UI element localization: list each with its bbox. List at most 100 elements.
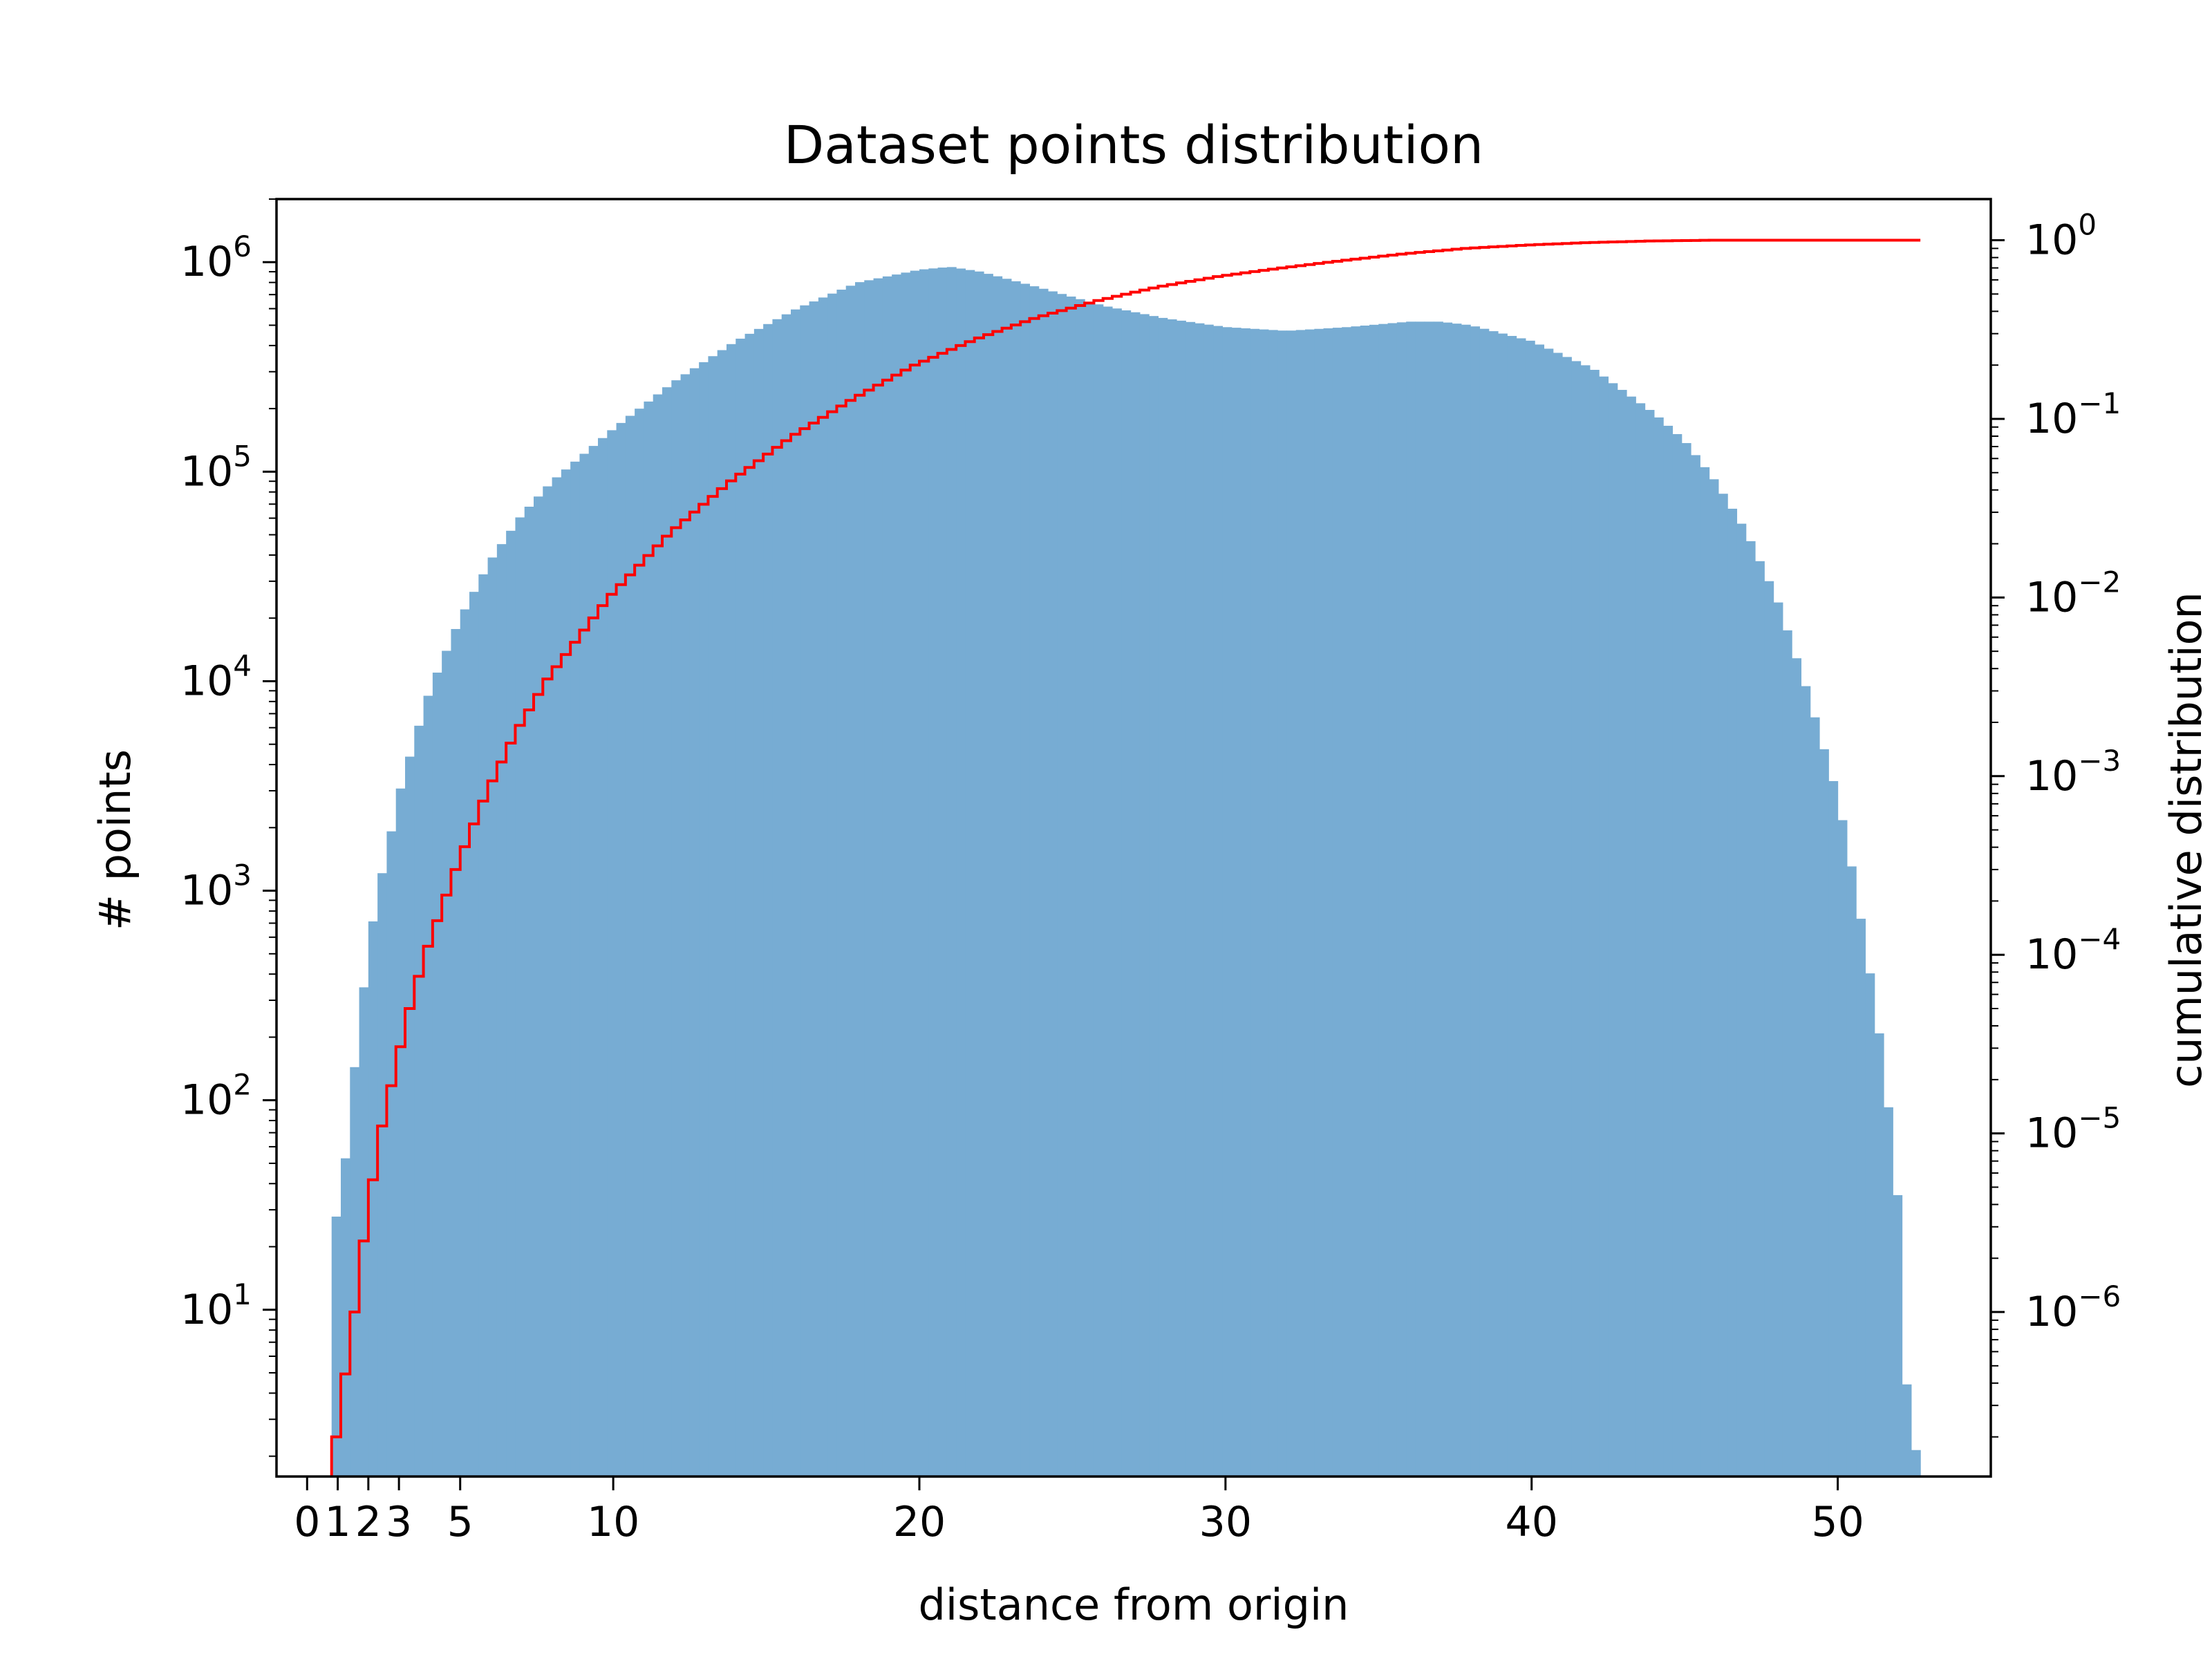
chart-title: Dataset points distribution bbox=[784, 114, 1483, 176]
histogram-bar bbox=[1011, 281, 1021, 1477]
histogram-bar bbox=[1305, 329, 1315, 1477]
histogram-bar bbox=[1268, 330, 1278, 1477]
histogram-bar bbox=[1627, 396, 1636, 1477]
histogram-bars bbox=[331, 267, 1921, 1477]
histogram-bar bbox=[635, 409, 645, 1477]
y-tick-label: 101 bbox=[180, 1277, 252, 1334]
cumulative-distribution-line bbox=[330, 238, 1921, 1477]
y2-tick-label: 10−1 bbox=[2025, 386, 2121, 443]
histogram-bar bbox=[1617, 390, 1627, 1477]
y-axis-label: # points bbox=[90, 749, 140, 930]
histogram-bar bbox=[1525, 340, 1535, 1477]
histogram-bar bbox=[350, 1067, 360, 1477]
x-axis-label: distance from origin bbox=[919, 1580, 1349, 1630]
histogram-bar bbox=[1782, 630, 1792, 1477]
histogram-bar bbox=[1222, 327, 1232, 1477]
y2-tick-label: 100 bbox=[2025, 208, 2097, 265]
histogram-bar bbox=[1213, 326, 1224, 1477]
histogram-bar bbox=[1130, 312, 1141, 1477]
histogram-bar bbox=[809, 301, 819, 1477]
histogram-bar bbox=[791, 309, 800, 1477]
histogram-bar bbox=[1846, 866, 1857, 1477]
histogram-bar bbox=[1801, 686, 1811, 1477]
histogram-bar bbox=[1378, 324, 1389, 1477]
histogram-bar bbox=[818, 297, 828, 1477]
histogram-bar bbox=[1121, 310, 1132, 1477]
histogram-bar bbox=[772, 319, 782, 1477]
histogram-bar bbox=[1608, 383, 1618, 1477]
histogram-bar bbox=[1837, 820, 1848, 1477]
histogram-bar bbox=[1286, 330, 1297, 1477]
histogram-bar bbox=[341, 1158, 350, 1477]
histogram-bar bbox=[744, 333, 755, 1477]
histogram-bar bbox=[1259, 329, 1269, 1477]
histogram-bar bbox=[377, 873, 388, 1477]
histogram-bar bbox=[717, 350, 727, 1477]
histogram-bar bbox=[1562, 357, 1572, 1477]
histogram-bar bbox=[845, 285, 856, 1477]
histogram-bar bbox=[1727, 508, 1738, 1477]
histogram-bar bbox=[469, 592, 479, 1477]
histogram-bar bbox=[1194, 323, 1205, 1477]
histogram-bar bbox=[1351, 326, 1361, 1477]
histogram-bar bbox=[1691, 455, 1700, 1477]
histogram-bar bbox=[1075, 299, 1085, 1477]
histogram-bar bbox=[1516, 338, 1526, 1477]
y-tick-label: 104 bbox=[180, 648, 252, 705]
histogram-bar bbox=[1672, 434, 1683, 1477]
histogram-bar bbox=[1250, 328, 1260, 1477]
histogram-bar bbox=[1177, 320, 1186, 1477]
histogram-bar bbox=[919, 269, 929, 1477]
x-tick-label: 10 bbox=[587, 1498, 639, 1546]
histogram-bar bbox=[487, 557, 498, 1477]
y2-axis-label: cumulative distribution bbox=[2161, 592, 2211, 1088]
histogram-bar bbox=[1295, 330, 1306, 1477]
histogram-bar bbox=[827, 293, 838, 1477]
histogram-bar bbox=[800, 305, 810, 1477]
histogram-bar bbox=[524, 507, 534, 1477]
x-tick-label: 5 bbox=[447, 1498, 474, 1546]
histogram-bar bbox=[1902, 1384, 1912, 1477]
histogram-bar bbox=[1498, 333, 1508, 1477]
y2-tick-label: 10−3 bbox=[2025, 744, 2121, 800]
histogram-bar bbox=[1167, 319, 1177, 1477]
y2-tick-label: 10−6 bbox=[2025, 1280, 2121, 1336]
histogram-bar bbox=[882, 276, 892, 1477]
histogram-bar bbox=[1424, 321, 1434, 1477]
histogram-bar bbox=[1387, 323, 1398, 1477]
histogram-bar bbox=[368, 921, 378, 1477]
histogram-bar bbox=[1029, 286, 1040, 1477]
histogram-bar bbox=[588, 446, 599, 1477]
histogram-bar bbox=[1856, 919, 1866, 1477]
histogram-bar bbox=[1369, 324, 1379, 1477]
histogram-bar bbox=[1764, 581, 1774, 1477]
histogram-bar bbox=[616, 422, 626, 1477]
histogram-bar bbox=[1066, 297, 1076, 1477]
histogram-bar bbox=[1461, 324, 1471, 1477]
histogram-bar bbox=[534, 496, 543, 1477]
histogram-bar bbox=[974, 271, 984, 1477]
histogram-bar bbox=[1360, 325, 1370, 1477]
histogram-bar bbox=[478, 574, 489, 1477]
histogram-bar bbox=[570, 461, 581, 1477]
histogram-bar bbox=[579, 453, 590, 1477]
histogram-bar bbox=[1406, 321, 1416, 1477]
y-tick-label: 103 bbox=[180, 859, 252, 915]
histogram-bar bbox=[1139, 314, 1150, 1477]
histogram-bar bbox=[1470, 326, 1481, 1477]
histogram-bar bbox=[1571, 361, 1582, 1477]
histogram-bar bbox=[1103, 306, 1113, 1477]
histogram-bar bbox=[1911, 1450, 1921, 1477]
histogram-bar bbox=[1553, 353, 1563, 1477]
histogram-bar bbox=[1342, 327, 1352, 1477]
x-tick-label: 30 bbox=[1199, 1498, 1252, 1546]
histogram-bar bbox=[1112, 308, 1122, 1477]
histogram-bar bbox=[1203, 324, 1214, 1477]
histogram-bar bbox=[727, 344, 736, 1477]
histogram-bar bbox=[1085, 301, 1095, 1477]
histogram-bar bbox=[781, 314, 791, 1477]
y-tick-label: 106 bbox=[180, 229, 252, 286]
histogram-bar bbox=[1544, 348, 1554, 1477]
histogram-bar bbox=[644, 401, 654, 1477]
histogram-bar bbox=[937, 268, 948, 1477]
